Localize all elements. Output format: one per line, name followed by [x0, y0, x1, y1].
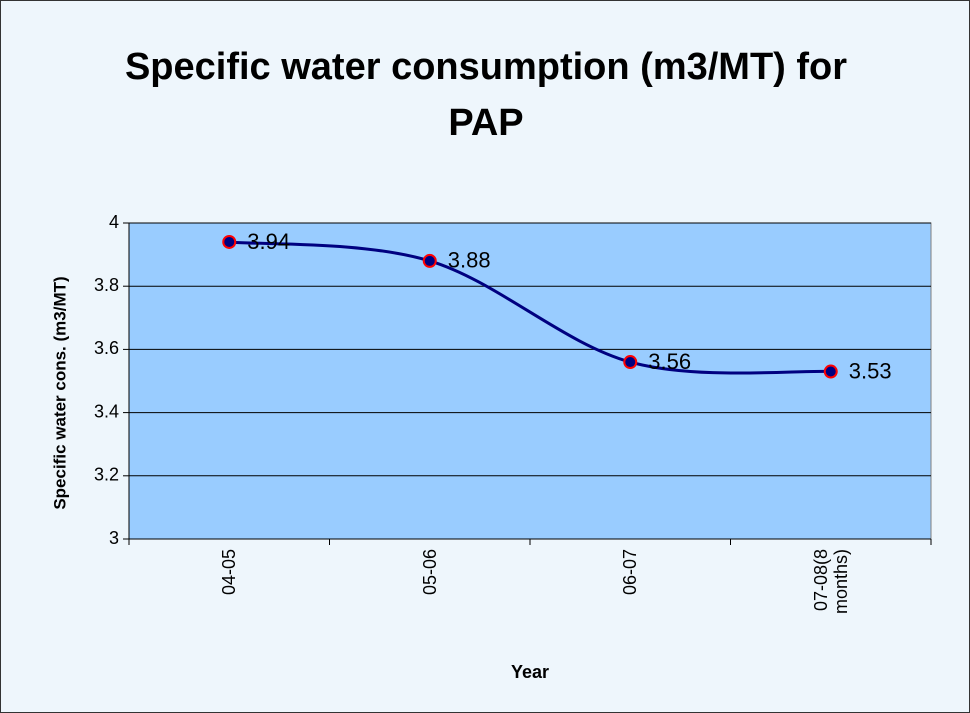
y-tick-label: 3.4: [94, 401, 119, 421]
x-axis-label: Year: [511, 662, 549, 682]
y-tick-label: 3.6: [94, 338, 119, 358]
marker: [623, 355, 638, 370]
x-tick-label: 07-08(8 months): [810, 549, 851, 615]
series-line: [229, 240, 831, 375]
data-label: 3.88: [448, 248, 491, 273]
chart-title: Specific water consumption (m3/MT) for P…: [124, 46, 848, 144]
y-tick-label: 3.8: [94, 275, 119, 295]
y-axis-label: Specific water cons. (m3/MT): [50, 276, 69, 509]
x-tick-label: 06-07: [620, 549, 641, 596]
data-label: 3.94: [247, 229, 290, 254]
x-tick-label: 04-05: [219, 549, 240, 596]
y-tick-label: 3.2: [94, 465, 119, 485]
marker: [422, 253, 437, 268]
marker: [823, 364, 838, 379]
plot-area: [128, 222, 932, 540]
data-label: 3.53: [849, 358, 892, 383]
data-label: 3.56: [648, 349, 691, 374]
y-tick-label: 4: [109, 212, 119, 232]
marker: [222, 234, 237, 249]
x-tick-label: 05-06: [419, 549, 440, 596]
y-tick-label: 3: [109, 528, 119, 548]
